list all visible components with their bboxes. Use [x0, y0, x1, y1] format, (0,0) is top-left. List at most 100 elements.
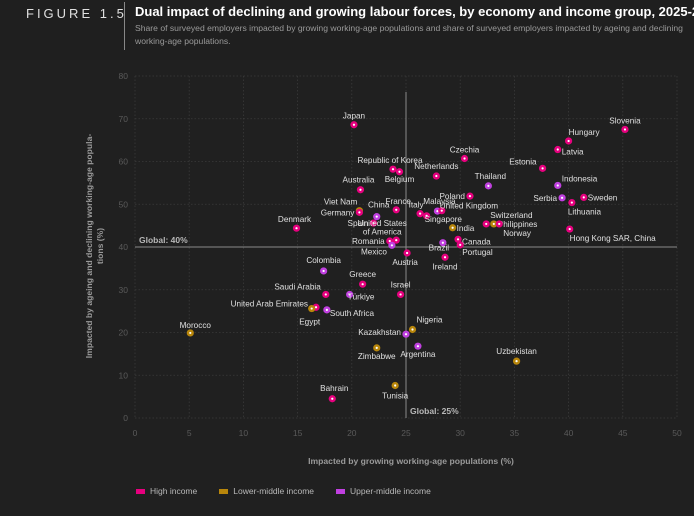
point-brazil: Brazil	[429, 239, 450, 253]
point-canada: Canada	[454, 235, 491, 246]
point-label: Hong Kong SAR, China	[570, 234, 656, 243]
y-tick-label: 50	[119, 199, 129, 209]
point-label: Morocco	[180, 321, 212, 330]
point-marker-center	[570, 201, 573, 204]
point-marker-center	[322, 269, 325, 273]
point-republic-of-korea: Republic of Korea	[357, 156, 423, 173]
point-spain: Spain	[348, 219, 378, 228]
x-tick-label: 20	[347, 428, 357, 438]
point-label: Philippines	[498, 220, 538, 229]
point-marker-center	[295, 227, 298, 230]
point-romania: Romania	[352, 237, 394, 246]
point-marker-center	[359, 188, 362, 191]
point-marker-center	[456, 238, 460, 241]
point-portugal: Portugal	[456, 241, 493, 257]
point-label: Brazil	[429, 244, 450, 253]
point-israel: Israel	[391, 280, 411, 299]
point-marker-center	[492, 222, 495, 226]
x-axis-label: Impacted by growing working-age populati…	[308, 456, 514, 466]
point-marker-center	[411, 328, 414, 331]
legend-item-upper-middle-income: Upper-middle income	[336, 486, 431, 496]
point-china: China	[368, 201, 390, 221]
legend-label-lower-middle-income: Lower-middle income	[233, 486, 315, 496]
x-tick-label: 35	[510, 428, 520, 438]
point-marker-center	[451, 226, 454, 229]
point-label: Argentina	[400, 350, 435, 359]
point-india: India	[449, 224, 475, 233]
legend-label-high-income: High income	[150, 486, 198, 496]
point-poland: Poland	[439, 192, 474, 201]
point-czechia: Czechia	[450, 146, 480, 163]
point-label: Sweden	[588, 193, 618, 202]
point-label: Malaysia	[423, 197, 456, 206]
point-marker-center	[399, 293, 402, 296]
point-bahrain: Bahrain	[320, 384, 349, 403]
y-tick-label: 0	[123, 413, 128, 423]
point-norway: Norway	[495, 220, 532, 238]
point-japan: Japan	[343, 112, 366, 129]
point-marker-center	[324, 293, 327, 296]
axis-ticks: 0 5 10 15 20 25 30 35 40 45 50 0 10 20 30 40 50 60 70 80	[119, 71, 682, 438]
point-label: Italy	[409, 201, 425, 210]
point-label: United Kingdom	[440, 202, 498, 211]
point-label: India	[457, 224, 475, 233]
point-marker-center	[314, 306, 318, 309]
point-label: Kazakhstan	[358, 328, 401, 337]
point-label: Czechia	[450, 146, 480, 155]
point-tunisia: Tunisia	[382, 381, 409, 401]
point-label: Uzbekistan	[496, 347, 537, 356]
y-tick-label: 80	[119, 71, 129, 81]
point-egypt: Egypt	[299, 304, 321, 327]
global-y-reference-label: Global: 40%	[139, 235, 188, 245]
x-tick-label: 45	[618, 428, 628, 438]
point-marker-center	[358, 211, 361, 214]
data-points: Slovenia Hungary Latvia Japan Czechia Estonia…	[180, 112, 656, 403]
legend-swatch-high-income	[136, 488, 145, 494]
point-label: Tunisia	[382, 392, 409, 401]
point-label: Egypt	[299, 318, 321, 327]
point-united-states-of-america: United States of America	[358, 219, 407, 244]
point-label: Greece	[349, 270, 376, 279]
point-label: Spain	[348, 219, 369, 228]
point-marker-center	[310, 307, 313, 310]
point-marker-center	[485, 222, 488, 226]
x-tick-label: 25	[401, 428, 411, 438]
point-label: China	[368, 201, 390, 210]
y-tick-label: 10	[119, 370, 129, 380]
point-label: France	[386, 197, 412, 206]
point-philippines: Philippines	[490, 220, 537, 229]
point-greece: Greece	[349, 270, 377, 288]
point-australia: Australia	[343, 176, 375, 194]
point-marker-center	[372, 221, 375, 225]
x-tick-label: 0	[133, 428, 138, 438]
point-label: Bahrain	[320, 384, 349, 393]
point-label: Belgium	[385, 175, 415, 184]
point-germany: Germany	[321, 208, 363, 217]
point-hungary: Hungary	[565, 128, 600, 145]
x-tick-label: 30	[455, 428, 465, 438]
y-tick-label: 20	[119, 328, 129, 338]
point-marker-center	[498, 222, 501, 226]
point-label: Norway	[503, 229, 532, 238]
x-tick-label: 10	[239, 428, 249, 438]
legend-label-upper-middle-income: Upper-middle income	[350, 486, 431, 496]
point-marker-center	[361, 283, 364, 286]
point-label: Hungary	[569, 128, 601, 137]
point-marker-center	[416, 345, 420, 348]
point-t-rkiye: Türkiye	[346, 290, 375, 301]
chart-title: Dual impact of declining and growing lab…	[135, 4, 694, 19]
point-marker-center	[436, 209, 439, 213]
point-marker-center	[623, 128, 627, 131]
point-marker-center	[388, 239, 391, 243]
point-marker-center	[331, 397, 334, 400]
point-netherlands: Netherlands	[414, 162, 458, 180]
legend-item-lower-middle-income: Lower-middle income	[219, 486, 314, 496]
point-marker-center	[440, 209, 443, 212]
point-italy: Italy	[409, 201, 425, 218]
x-tick-label: 50	[672, 428, 682, 438]
point-uzbekistan: Uzbekistan	[496, 347, 537, 365]
point-label: Ireland	[433, 262, 458, 271]
point-singapore: Singapore	[422, 212, 462, 224]
point-marker-center	[189, 331, 192, 335]
point-belgium: Belgium	[385, 168, 415, 184]
